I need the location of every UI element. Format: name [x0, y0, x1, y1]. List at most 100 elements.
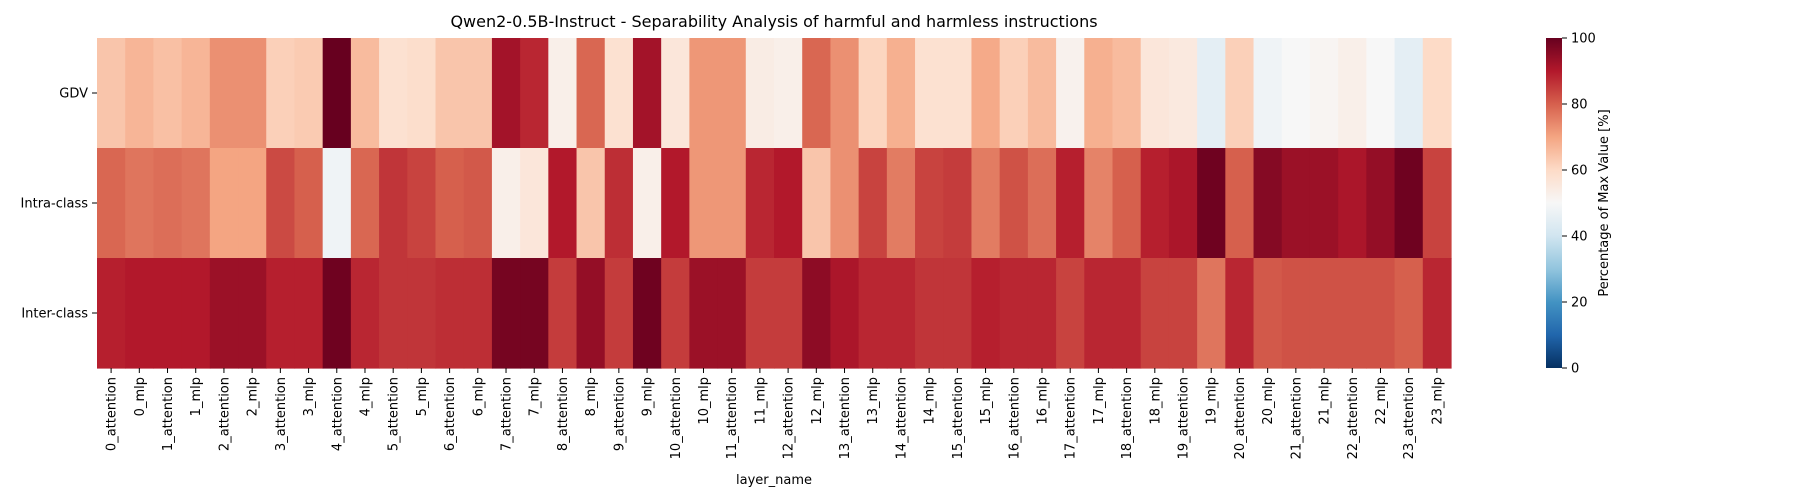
- heatmap-cell: [689, 148, 719, 259]
- heatmap-cell: [1225, 148, 1255, 259]
- heatmap-cell: [858, 148, 888, 259]
- colorbar-label: Percentage of Max Value [%]: [1597, 109, 1612, 296]
- heatmap-cell: [1422, 148, 1452, 259]
- heatmap-cell: [632, 38, 662, 149]
- heatmap-cell: [322, 258, 352, 369]
- heatmap-cell: [632, 258, 662, 369]
- heatmap-cell: [350, 38, 380, 149]
- column-label: 11_mlp: [753, 377, 768, 425]
- heatmap-cell: [407, 258, 437, 369]
- heatmap-cell: [1056, 258, 1085, 369]
- heatmap-cell: [435, 148, 465, 259]
- heatmap-cell: [1366, 148, 1396, 259]
- heatmap-cell: [1197, 38, 1226, 149]
- colorbar-tick-label: 40: [1571, 230, 1588, 245]
- heatmap-cell: [1056, 148, 1085, 259]
- heatmap-cell: [971, 258, 1001, 369]
- heatmap-cell: [1422, 38, 1452, 149]
- heatmap-cell: [576, 258, 606, 369]
- heatmap-cell: [97, 148, 126, 259]
- heatmap-cell: [379, 38, 408, 149]
- heatmap-cell: [915, 148, 944, 259]
- column-label: 18_attention: [1120, 377, 1135, 459]
- heatmap-cell: [548, 148, 578, 259]
- heatmap-cell: [407, 38, 437, 149]
- heatmap-cell: [971, 148, 1001, 259]
- chart-title: Qwen2-0.5B-Instruct - Separability Analy…: [450, 12, 1097, 31]
- column-label: 13_mlp: [866, 377, 881, 425]
- column-label: 6_attention: [443, 377, 458, 451]
- heatmap-cell: [1225, 38, 1255, 149]
- heatmap-cell: [1366, 38, 1396, 149]
- colorbar-tick-label: 0: [1571, 362, 1579, 377]
- column-label: 23_mlp: [1430, 377, 1445, 425]
- heatmap-cell: [604, 148, 634, 259]
- column-label: 14_attention: [894, 377, 909, 459]
- column-label: 23_attention: [1402, 377, 1417, 459]
- heatmap-cell: [463, 38, 493, 149]
- heatmap-cell: [1366, 258, 1396, 369]
- colorbar: [1546, 38, 1562, 368]
- column-label: 19_mlp: [1205, 377, 1220, 425]
- heatmap-cell: [350, 258, 380, 369]
- heatmap-cell: [858, 38, 888, 149]
- column-label: 3_attention: [274, 377, 289, 451]
- heatmap-cell: [971, 38, 1001, 149]
- heatmap-cell: [1084, 148, 1114, 259]
- heatmap-cell: [886, 258, 916, 369]
- heatmap-cell: [1140, 148, 1170, 259]
- column-label: 11_attention: [725, 377, 740, 459]
- column-label: 1_mlp: [189, 377, 204, 416]
- column-label: 16_mlp: [1035, 377, 1050, 425]
- heatmap-cell: [1338, 258, 1367, 369]
- column-label: 8_mlp: [584, 377, 599, 416]
- heatmap-cell: [632, 148, 662, 259]
- column-label: 19_attention: [1177, 377, 1192, 459]
- colorbar-tick-label: 80: [1571, 98, 1588, 113]
- heatmap-cell: [153, 258, 183, 369]
- heatmap-cell: [266, 258, 296, 369]
- column-label: 9_mlp: [641, 377, 656, 416]
- heatmap-cell: [1197, 258, 1226, 369]
- heatmap-cell: [520, 38, 549, 149]
- colorbar-tick-label: 20: [1571, 296, 1588, 311]
- column-label: 15_mlp: [979, 377, 994, 425]
- heatmap-cell: [463, 148, 493, 259]
- column-label: 6_mlp: [471, 377, 486, 416]
- heatmap-cell: [886, 148, 916, 259]
- heatmap-cell: [1281, 258, 1311, 369]
- heatmap-cell: [689, 38, 719, 149]
- heatmap-cell: [520, 258, 549, 369]
- heatmap-cell: [689, 258, 719, 369]
- heatmap-cell: [1140, 258, 1170, 369]
- heatmap-cell: [1338, 38, 1367, 149]
- heatmap-cell: [238, 258, 267, 369]
- heatmap-cell: [1027, 148, 1057, 259]
- x-axis-label: layer_name: [736, 473, 812, 488]
- column-label: 15_attention: [951, 377, 966, 459]
- heatmap-cell: [181, 148, 211, 259]
- column-label: 1_attention: [161, 377, 176, 451]
- heatmap-cell: [661, 258, 690, 369]
- column-label: 14_mlp: [923, 377, 938, 425]
- heatmap-cell: [774, 148, 803, 259]
- heatmap-cell: [548, 258, 578, 369]
- heatmap-cell: [604, 38, 634, 149]
- heatmap-cell: [717, 38, 747, 149]
- heatmap-cell: [435, 258, 465, 369]
- heatmap-cell: [1338, 148, 1367, 259]
- heatmap-cell: [1168, 148, 1198, 259]
- heatmap-cell: [1027, 258, 1057, 369]
- heatmap-cell: [915, 38, 944, 149]
- heatmap-cell: [1309, 38, 1339, 149]
- heatmap-cell: [1112, 258, 1142, 369]
- heatmap-cell: [1197, 148, 1226, 259]
- heatmap-cell: [1140, 38, 1170, 149]
- column-label: 3_mlp: [302, 377, 317, 416]
- heatmap-cell: [1168, 258, 1198, 369]
- column-label: 7_mlp: [528, 377, 543, 416]
- heatmap-cell: [858, 258, 888, 369]
- heatmap-cell: [322, 38, 352, 149]
- column-label: 10_mlp: [697, 377, 712, 425]
- heatmap-cell: [1422, 258, 1452, 369]
